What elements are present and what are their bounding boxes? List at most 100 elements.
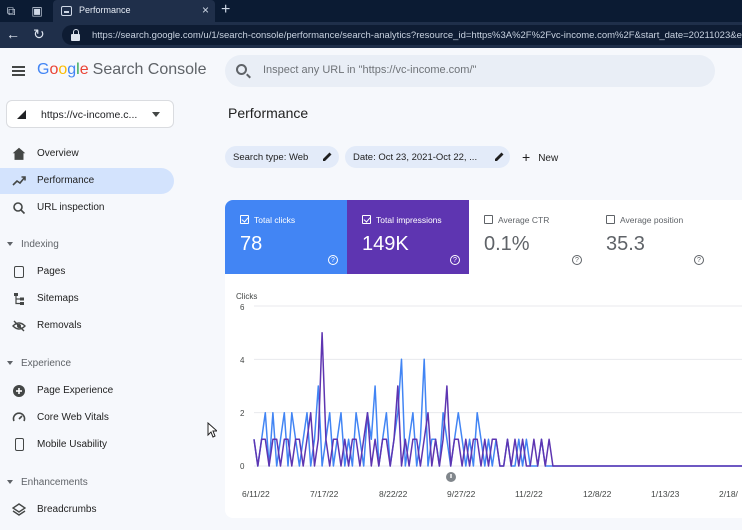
search-icon bbox=[236, 64, 247, 75]
metric-average-ctr[interactable]: Average CTR 0.1% ? bbox=[469, 200, 591, 274]
clicks-chart[interactable] bbox=[0, 48, 742, 530]
metric-value: 78 bbox=[240, 233, 263, 255]
sidebar-item-overview[interactable]: Overview bbox=[0, 141, 174, 167]
filter-label: Date: Oct 23, 2021-Oct 22, ... bbox=[353, 152, 478, 163]
search-console-app: Google Search Console Inspect any URL in … bbox=[0, 48, 742, 530]
address-bar: ← ↻ https://search.google.com/u/1/search… bbox=[0, 22, 742, 48]
sidebar-item-removals[interactable]: Removals bbox=[0, 313, 174, 339]
search-placeholder: Inspect any URL in "https://vc-income.co… bbox=[263, 64, 477, 76]
metric-total-impressions[interactable]: Total impressions 149K ? bbox=[347, 200, 469, 274]
sidebar-item-label: Overview bbox=[37, 148, 79, 159]
x-tick-label: 6/11/22 bbox=[242, 489, 270, 499]
phone-icon bbox=[15, 438, 24, 451]
filter-label: Search type: Web bbox=[233, 152, 309, 163]
sidebar-item-label: Removals bbox=[37, 320, 82, 331]
metric-label: Average position bbox=[620, 215, 684, 225]
sidebar-item-breadcrumbs[interactable]: Breadcrumbs bbox=[0, 497, 174, 523]
x-tick-label: 8/22/22 bbox=[379, 489, 408, 499]
main-menu-icon[interactable] bbox=[12, 66, 25, 76]
y-axis-label: Clicks bbox=[236, 292, 258, 301]
checkbox-icon bbox=[362, 215, 371, 224]
metric-value: 0.1% bbox=[484, 233, 530, 255]
section-label: Enhancements bbox=[21, 477, 88, 488]
metric-label: Total clicks bbox=[254, 215, 296, 225]
metric-value: 149K bbox=[362, 233, 409, 255]
sidebar-item-label: Sitemaps bbox=[37, 293, 79, 304]
y-tick-label: 6 bbox=[240, 303, 245, 312]
help-icon[interactable]: ? bbox=[328, 255, 338, 265]
metric-label: Average CTR bbox=[498, 215, 550, 225]
sidebar-item-sitemaps[interactable]: Sitemaps bbox=[0, 286, 174, 312]
close-tab-icon[interactable]: × bbox=[201, 3, 209, 17]
sidebar-item-page-experience[interactable]: Page Experience bbox=[0, 378, 174, 404]
property-label: https://vc-income.c... bbox=[41, 109, 138, 121]
help-icon[interactable]: ? bbox=[694, 255, 704, 265]
section-label: Indexing bbox=[21, 239, 59, 250]
eye-off-icon bbox=[12, 319, 26, 333]
tab-favicon-icon bbox=[61, 6, 72, 16]
sidebar-item-label: Performance bbox=[37, 175, 95, 186]
sidebar-item-mobile-usability[interactable]: Mobile Usability bbox=[0, 432, 174, 458]
sidebar-item-pages[interactable]: Pages bbox=[0, 259, 174, 285]
tab-title: Performance bbox=[79, 5, 131, 15]
sidebar-item-label: Pages bbox=[37, 266, 66, 277]
browser-tab-bar: ⧉ ▣ Performance × + bbox=[0, 0, 742, 22]
series-line-impressions bbox=[253, 331, 742, 467]
x-tick-label: 11/2/22 bbox=[515, 489, 543, 499]
x-tick-label: 9/27/22 bbox=[447, 489, 476, 499]
sidebar-item-url-inspection[interactable]: URL inspection bbox=[0, 195, 174, 221]
url-inspect-search[interactable]: Inspect any URL in "https://vc-income.co… bbox=[225, 55, 715, 87]
sidebar-item-label: Mobile Usability bbox=[37, 439, 108, 450]
x-tick-label: 12/8/22 bbox=[583, 489, 612, 499]
new-filter-label: New bbox=[538, 153, 559, 164]
layers-icon bbox=[11, 503, 27, 517]
edit-icon bbox=[322, 151, 333, 162]
sidebar-item-label: Breadcrumbs bbox=[37, 504, 97, 515]
add-circle-icon bbox=[12, 384, 26, 398]
lock-icon bbox=[71, 29, 80, 41]
new-tab-icon[interactable]: + bbox=[221, 1, 231, 18]
plus-icon: + bbox=[522, 149, 531, 165]
home-icon bbox=[12, 147, 26, 160]
help-icon[interactable]: ? bbox=[450, 255, 460, 265]
sidebar-item-label: Page Experience bbox=[37, 385, 114, 396]
property-icon bbox=[17, 110, 26, 119]
y-tick-label: 4 bbox=[240, 356, 245, 365]
filter-chip-search-type[interactable]: Search type: Web bbox=[225, 146, 339, 168]
sidebar-item-label: URL inspection bbox=[37, 202, 105, 213]
x-tick-label: 2/18/ bbox=[719, 489, 738, 499]
browser-tab-performance[interactable]: Performance × bbox=[53, 0, 215, 22]
reload-icon[interactable]: ↻ bbox=[33, 26, 45, 42]
search-icon bbox=[12, 201, 26, 215]
checkbox-icon bbox=[606, 215, 615, 224]
new-filter-button[interactable]: + New bbox=[522, 149, 558, 165]
url-field[interactable]: https://search.google.com/u/1/search-con… bbox=[62, 25, 742, 45]
back-icon[interactable]: ← bbox=[6, 26, 20, 42]
page-title: Performance bbox=[228, 105, 309, 121]
chevron-down-icon bbox=[152, 112, 160, 117]
metric-total-clicks[interactable]: Total clicks 78 ? bbox=[225, 200, 347, 274]
product-name: Search Console bbox=[92, 61, 207, 78]
help-icon[interactable]: ? bbox=[572, 255, 582, 265]
sitemap-icon bbox=[12, 292, 26, 306]
section-label: Experience bbox=[21, 358, 72, 369]
metric-value: 35.3 bbox=[606, 233, 645, 255]
workspaces-icon[interactable]: ⧉ bbox=[6, 4, 16, 18]
checkbox-icon bbox=[240, 215, 249, 224]
filter-chip-date[interactable]: Date: Oct 23, 2021-Oct 22, ... bbox=[345, 146, 510, 168]
metric-label: Total impressions bbox=[376, 215, 442, 225]
property-selector[interactable]: https://vc-income.c... bbox=[6, 100, 174, 128]
pages-icon bbox=[14, 266, 24, 278]
sidebar-item-core-web-vitals[interactable]: Core Web Vitals bbox=[0, 405, 174, 431]
edit-icon bbox=[494, 151, 505, 162]
y-tick-label: 2 bbox=[240, 409, 245, 418]
y-tick-label: 0 bbox=[240, 462, 245, 471]
metric-average-position[interactable]: Average position 35.3 ? bbox=[591, 200, 713, 274]
search-console-logo[interactable]: Google Search Console bbox=[37, 61, 207, 78]
sidebar-item-label: Core Web Vitals bbox=[37, 412, 109, 423]
tab-actions-icon[interactable]: ▣ bbox=[31, 4, 43, 18]
sidebar-item-performance[interactable]: Performance bbox=[0, 168, 174, 194]
checkbox-icon bbox=[484, 215, 493, 224]
mouse-cursor-icon bbox=[207, 422, 217, 438]
url-text: https://search.google.com/u/1/search-con… bbox=[92, 30, 742, 41]
